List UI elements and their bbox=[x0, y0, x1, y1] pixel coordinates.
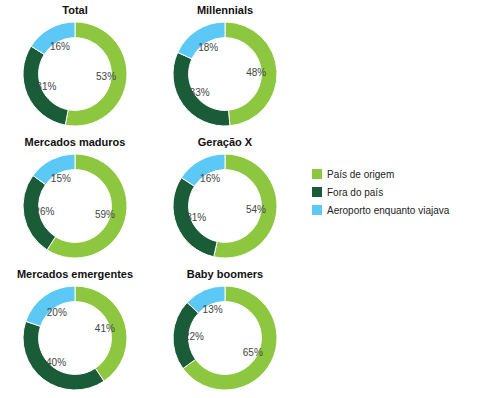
donut-chart: Millennials 48% 33% 18% bbox=[173, 4, 277, 126]
data-label: 41% bbox=[95, 323, 115, 334]
donut-slice bbox=[173, 52, 230, 126]
data-label: 31% bbox=[36, 81, 56, 92]
data-label: 18% bbox=[198, 42, 218, 53]
legend-item: Fora do país bbox=[312, 187, 383, 198]
legend: País de origem Fora do país Aeroporto enqu… bbox=[312, 169, 450, 216]
chart-title: Mercados maduros bbox=[25, 136, 126, 148]
data-label: 31% bbox=[186, 212, 206, 223]
donut-slice bbox=[178, 22, 225, 59]
data-label: 26% bbox=[34, 206, 54, 217]
data-labels: 65% 22% 13% bbox=[184, 304, 263, 358]
data-labels: 48% 33% 18% bbox=[190, 42, 267, 97]
legend-item: País de origem bbox=[312, 169, 394, 180]
data-label: 53% bbox=[96, 71, 116, 82]
data-label: 20% bbox=[47, 307, 67, 318]
donut-chart: Mercados emergentes 41% 40% 20% bbox=[17, 268, 133, 390]
donut-slice bbox=[23, 321, 104, 390]
data-label: 15% bbox=[51, 173, 71, 184]
donut-slice bbox=[23, 46, 68, 125]
slices bbox=[23, 154, 127, 258]
legend-item: Aeroporto enquanto viajava bbox=[312, 205, 450, 216]
slices bbox=[23, 22, 127, 126]
data-label: 33% bbox=[190, 87, 210, 98]
slices bbox=[173, 286, 277, 390]
slices bbox=[173, 154, 277, 258]
chart-title: Geração X bbox=[198, 136, 253, 148]
data-label: 40% bbox=[46, 357, 66, 368]
donut-chart: Baby boomers 65% 22% 13% bbox=[173, 268, 277, 390]
donut-slice bbox=[33, 154, 75, 185]
chart-title: Baby boomers bbox=[187, 268, 263, 280]
data-label: 48% bbox=[246, 67, 266, 78]
data-label: 22% bbox=[184, 331, 204, 342]
data-labels: 41% 40% 20% bbox=[46, 307, 115, 368]
donut-chart: Mercados maduros 59% 26% 15% bbox=[23, 136, 127, 258]
donut-slice bbox=[183, 286, 277, 390]
legend-swatch bbox=[312, 187, 322, 197]
legend-swatch bbox=[312, 205, 322, 215]
data-labels: 54% 31% 16% bbox=[186, 173, 266, 223]
donut-chart: Total 53% 31% 16% bbox=[23, 4, 127, 126]
donut-chart: Geração X 54% 31% 16% bbox=[173, 136, 277, 258]
data-label: 65% bbox=[243, 347, 263, 358]
data-labels: 59% 26% 15% bbox=[34, 173, 115, 221]
legend-label: País de origem bbox=[327, 169, 394, 180]
data-label: 16% bbox=[50, 41, 70, 52]
data-labels: 53% 31% 16% bbox=[36, 41, 116, 92]
donut-slice bbox=[225, 22, 277, 126]
donut-slice bbox=[26, 286, 75, 326]
donut-slice bbox=[23, 175, 55, 249]
data-label: 54% bbox=[246, 204, 266, 215]
data-label: 13% bbox=[203, 304, 223, 315]
legend-label: Fora do país bbox=[327, 187, 383, 198]
chart-title: Total bbox=[62, 4, 87, 16]
donut-slice bbox=[75, 286, 127, 381]
donut-slice bbox=[173, 178, 217, 257]
slices bbox=[23, 286, 127, 390]
chart-title: Millennials bbox=[197, 4, 253, 16]
data-label: 16% bbox=[200, 173, 220, 184]
legend-label: Aeroporto enquanto viajava bbox=[327, 205, 450, 216]
slices bbox=[173, 22, 277, 126]
legend-swatch bbox=[312, 169, 322, 179]
chart-root: Total 53% 31% 16% Millennials 48% 33% 18% Mercad… bbox=[0, 0, 491, 398]
donut-slice bbox=[181, 154, 225, 186]
chart-title: Mercados emergentes bbox=[17, 268, 133, 280]
donut-slice bbox=[31, 22, 75, 54]
data-label: 59% bbox=[95, 209, 115, 220]
